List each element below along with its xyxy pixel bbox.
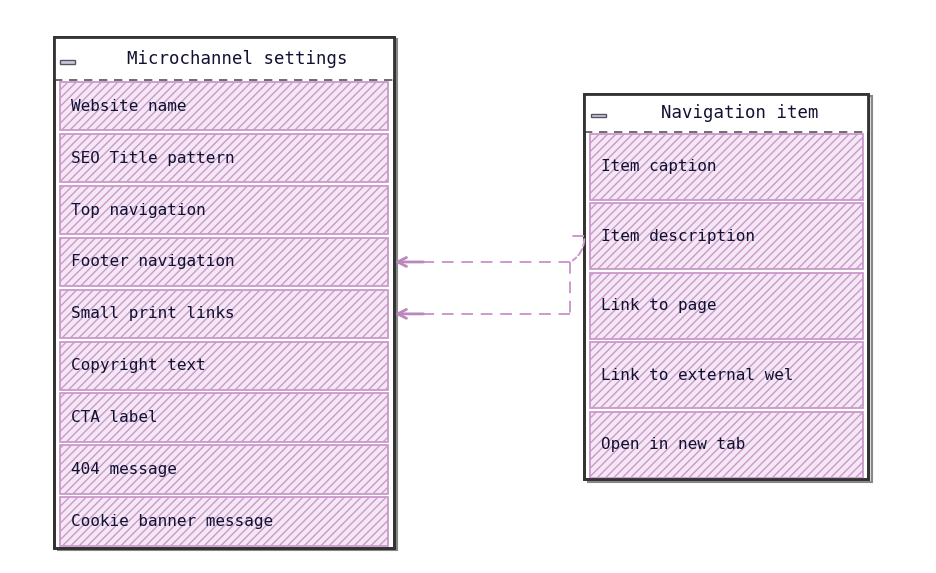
Text: Link to page: Link to page bbox=[601, 299, 717, 313]
Bar bbox=[54, 37, 393, 80]
Bar bbox=[590, 411, 862, 478]
Bar bbox=[590, 134, 862, 200]
Text: Item description: Item description bbox=[601, 229, 755, 244]
Bar bbox=[60, 445, 388, 494]
Bar bbox=[54, 37, 393, 548]
Bar bbox=[590, 134, 862, 200]
Text: Copyright text: Copyright text bbox=[71, 358, 205, 373]
Bar bbox=[60, 134, 388, 182]
Text: Navigation item: Navigation item bbox=[662, 104, 819, 122]
Bar bbox=[60, 445, 388, 494]
Text: Microchannel settings: Microchannel settings bbox=[127, 49, 348, 68]
Bar bbox=[60, 289, 388, 338]
Bar bbox=[60, 394, 388, 442]
Bar bbox=[60, 342, 388, 390]
Bar bbox=[590, 411, 862, 478]
Bar bbox=[60, 186, 388, 234]
Bar bbox=[54, 37, 393, 548]
Bar bbox=[60, 497, 388, 546]
Bar bbox=[584, 93, 868, 480]
Bar bbox=[61, 60, 76, 64]
Text: Item caption: Item caption bbox=[601, 159, 717, 174]
Bar bbox=[591, 113, 606, 117]
Bar bbox=[60, 82, 388, 131]
Bar bbox=[60, 289, 388, 338]
Bar bbox=[588, 96, 871, 482]
Text: Link to external wel: Link to external wel bbox=[601, 368, 794, 383]
Bar bbox=[590, 342, 862, 409]
Bar bbox=[60, 238, 388, 286]
Text: CTA label: CTA label bbox=[71, 410, 157, 425]
Text: Website name: Website name bbox=[71, 99, 186, 113]
Text: Footer navigation: Footer navigation bbox=[71, 254, 234, 269]
Bar bbox=[590, 203, 862, 269]
Bar bbox=[60, 82, 388, 131]
Bar bbox=[60, 497, 388, 546]
Bar bbox=[590, 342, 862, 409]
Text: 404 message: 404 message bbox=[71, 462, 177, 477]
Bar bbox=[584, 93, 868, 132]
Text: Small print links: Small print links bbox=[71, 307, 234, 321]
Bar bbox=[60, 186, 388, 234]
Bar bbox=[60, 238, 388, 286]
Bar bbox=[60, 394, 388, 442]
Bar bbox=[60, 342, 388, 390]
Text: Open in new tab: Open in new tab bbox=[601, 437, 745, 452]
Bar bbox=[60, 134, 388, 182]
Text: Cookie banner message: Cookie banner message bbox=[71, 514, 272, 529]
Bar bbox=[58, 39, 397, 550]
Bar bbox=[584, 93, 868, 480]
Text: Top navigation: Top navigation bbox=[71, 202, 205, 218]
Bar bbox=[590, 203, 862, 269]
Text: SEO Title pattern: SEO Title pattern bbox=[71, 151, 234, 166]
Bar bbox=[590, 273, 862, 339]
Bar bbox=[590, 273, 862, 339]
